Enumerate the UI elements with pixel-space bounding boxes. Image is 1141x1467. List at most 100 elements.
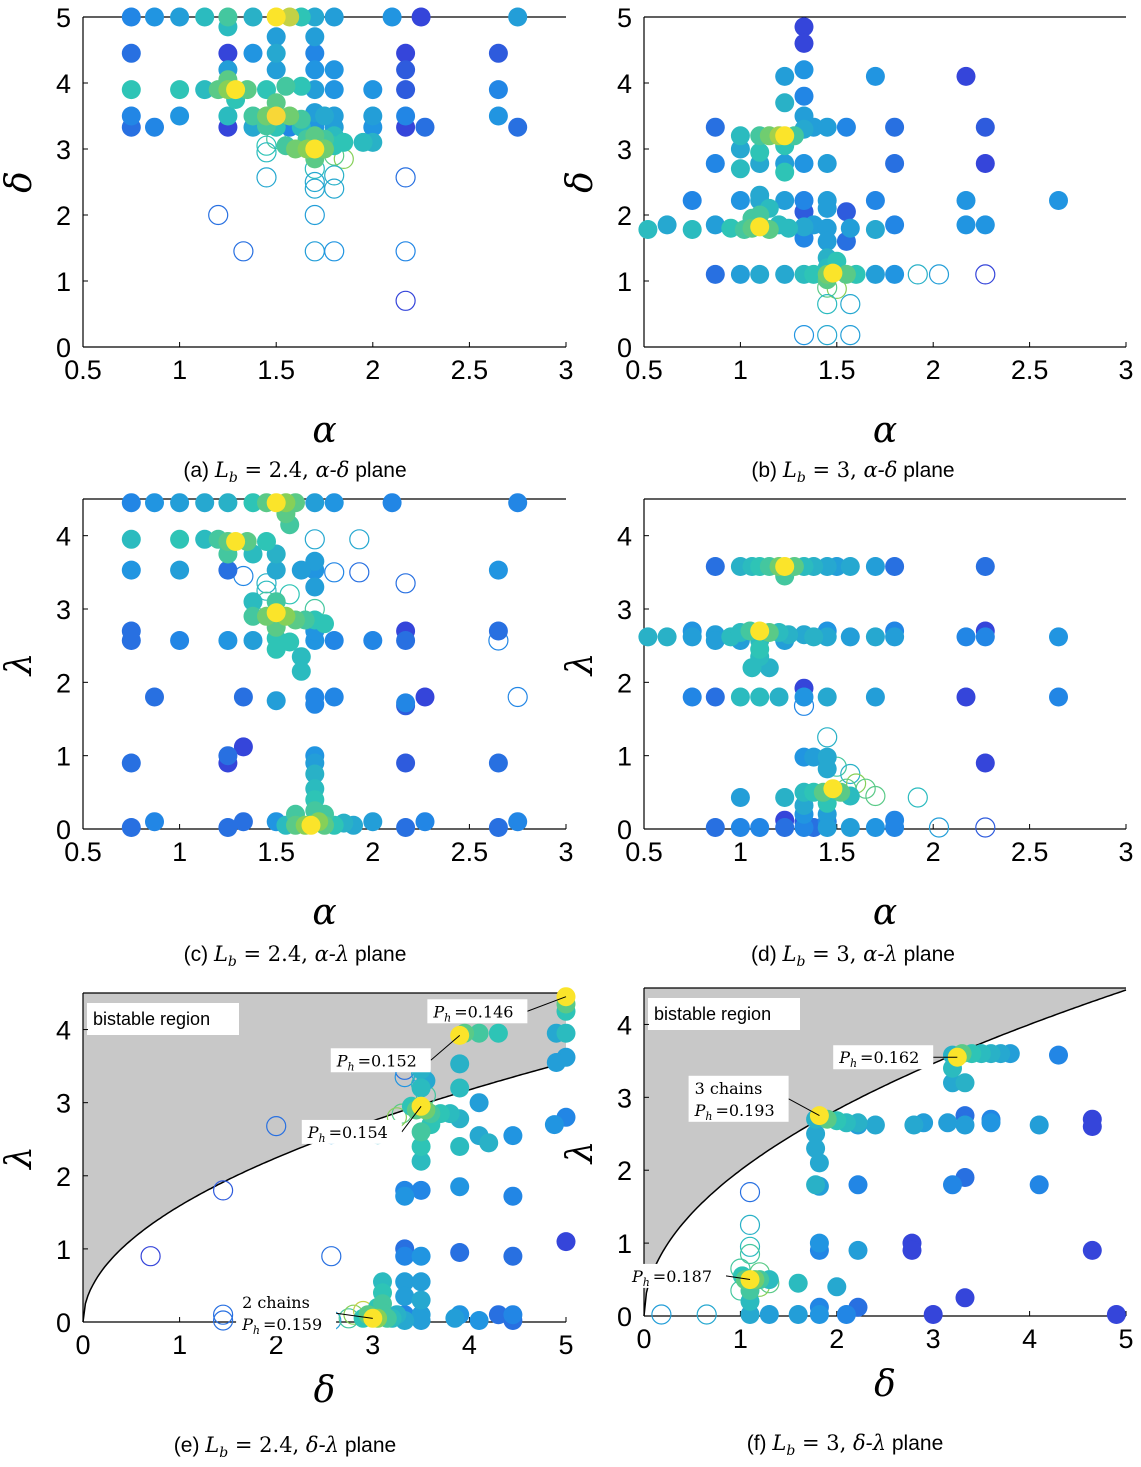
y-tick-label: 4 [617, 522, 632, 552]
open-point [739, 1236, 761, 1257]
annotation-leader [725, 1275, 751, 1281]
filled-point [121, 753, 141, 773]
filled-point [508, 493, 528, 513]
x-tick-label: 2 [926, 837, 941, 867]
filled-point [276, 76, 296, 96]
filled-point [195, 493, 215, 513]
filled-point [975, 627, 995, 647]
x-tick-label: 3 [558, 837, 573, 867]
filled-point [243, 493, 263, 513]
filled-point [415, 117, 435, 137]
filled-point [363, 106, 383, 126]
filled-point [804, 627, 824, 647]
filled-point [469, 1023, 489, 1043]
x-tick-label: 3 [558, 355, 573, 385]
open-point [349, 562, 370, 583]
filled-point [750, 264, 770, 284]
filled-point [827, 1277, 847, 1297]
filled-point [469, 1311, 489, 1330]
filled-point [121, 7, 141, 27]
filled-point [266, 43, 286, 63]
y-tick-label: 2 [56, 668, 71, 698]
y-tick-label: 1 [617, 1229, 632, 1259]
filled-point [1049, 687, 1068, 707]
annotation-note: 3 chains [695, 1079, 763, 1098]
y-tick-label: 4 [56, 69, 71, 99]
filled-point [638, 627, 658, 647]
open-point [739, 1181, 761, 1203]
annotation-e-2: Ph =0.154 [301, 1106, 422, 1145]
filled-point [396, 106, 416, 126]
filled-point [1049, 1045, 1068, 1065]
filled-point [195, 7, 215, 27]
annotation-f-0: Ph =0.162 [833, 1045, 958, 1070]
filled-point [750, 621, 770, 641]
y-tick-label: 2 [617, 1156, 632, 1186]
annotation-leader [336, 1312, 373, 1319]
filled-point [1082, 1117, 1102, 1136]
filled-point [730, 687, 750, 707]
filled-point [396, 60, 416, 80]
x-tick-label: 1.5 [818, 355, 856, 385]
filled-point [788, 1273, 808, 1293]
filled-point [233, 687, 253, 707]
filled-point [353, 132, 373, 152]
filled-point [266, 7, 286, 27]
x-tick-label: 5 [558, 1330, 573, 1360]
filled-point [218, 7, 238, 27]
filled-point [291, 661, 311, 681]
filled-point [730, 126, 750, 146]
filled-point [885, 810, 905, 830]
filled-point [503, 1186, 523, 1206]
annotation-box [833, 1045, 934, 1070]
filled-point [488, 753, 508, 773]
filled-point [243, 606, 263, 626]
y-tick-label: 1 [56, 742, 71, 772]
filled-point [395, 1272, 415, 1292]
filled-point [411, 1180, 431, 1200]
filled-point [975, 215, 995, 235]
filled-point [742, 658, 762, 678]
filled-point [450, 1177, 470, 1197]
filled-point [865, 220, 885, 239]
filled-point [450, 1137, 470, 1156]
open-point [324, 562, 345, 583]
filled-point [775, 818, 795, 837]
y-tick-label: 0 [56, 333, 71, 363]
filled-point [170, 529, 190, 549]
filled-point [291, 76, 311, 96]
filled-point [865, 191, 885, 210]
filled-point [415, 812, 435, 832]
open-point [349, 529, 370, 550]
filled-point [121, 529, 141, 549]
filled-point [544, 1115, 564, 1135]
filled-point [730, 191, 750, 210]
filled-point [218, 746, 238, 766]
y-tick-label: 5 [56, 3, 71, 33]
x-tick-label: 3 [926, 1324, 941, 1354]
y-tick-label: 2 [56, 1162, 71, 1192]
open-point [840, 325, 861, 346]
filled-point [730, 818, 750, 837]
filled-point [488, 1023, 508, 1043]
filled-point [865, 557, 885, 576]
filled-point [817, 218, 837, 238]
filled-point [682, 220, 702, 239]
filled-point [809, 1233, 829, 1253]
open-point [975, 264, 996, 285]
x-tick-label: 0.5 [64, 837, 102, 867]
filled-point [195, 80, 215, 100]
y-axis-label-d: λ [560, 653, 601, 678]
open-point [395, 241, 416, 262]
open-point [256, 580, 277, 601]
open-point [507, 686, 528, 708]
annotation-box [625, 1263, 726, 1288]
open-point [233, 241, 254, 262]
open-point [817, 727, 838, 748]
filled-point [730, 159, 750, 179]
x-tick-label: 0.5 [64, 355, 102, 385]
x-tick-label: 1.5 [257, 837, 295, 867]
y-axis-label-a: δ [0, 171, 40, 193]
x-axis-label-e: δ [314, 1370, 336, 1411]
